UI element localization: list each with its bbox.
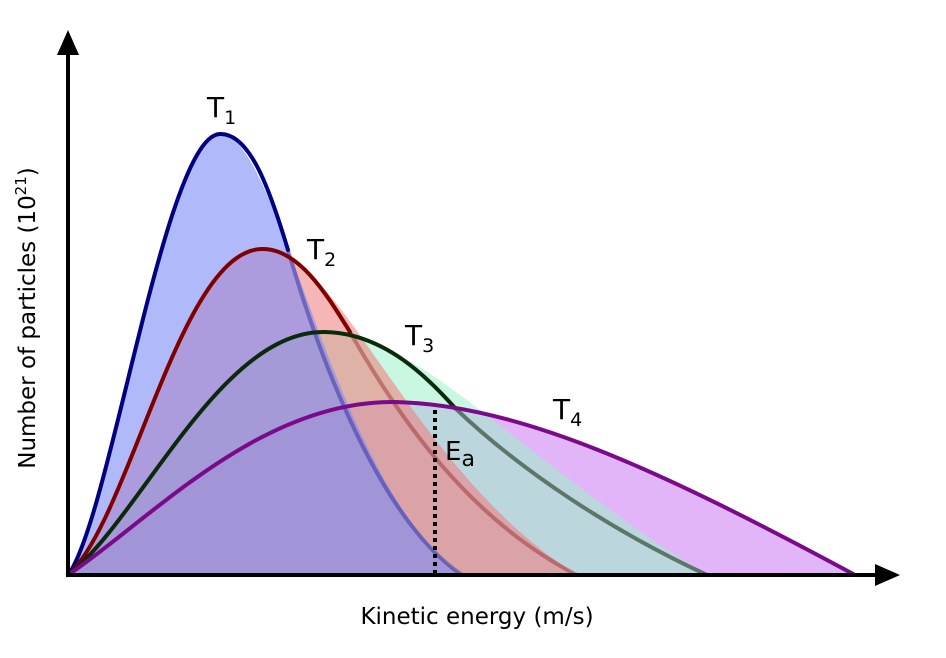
activation-energy-label: Ea (445, 437, 475, 472)
curve-t1-line (66, 131, 290, 577)
curve-t2-line-hidden (348, 330, 579, 577)
x-axis-title: Kinetic energy (m/s) (360, 604, 593, 630)
curve-t4-line (66, 399, 857, 577)
curve-outlines (66, 131, 857, 577)
axes (57, 30, 900, 586)
curve-t1-fill (68, 133, 462, 575)
x-axis-arrow (875, 564, 900, 586)
curve-label-t3: T3 (404, 319, 434, 357)
curve-fills (68, 133, 855, 575)
curve-t1-line-hidden (286, 248, 464, 577)
curve-t3-line (66, 329, 457, 577)
y-axis-title: Number of particles (1021) (12, 167, 41, 469)
curve-t2-line (66, 246, 352, 577)
curve-t3-line-hidden (453, 406, 709, 577)
curve-label-t2: T2 (306, 233, 336, 271)
y-axis-arrow (57, 30, 79, 55)
curve-label-t4: T4 (552, 393, 582, 431)
curve-label-t1: T1 (206, 91, 236, 129)
